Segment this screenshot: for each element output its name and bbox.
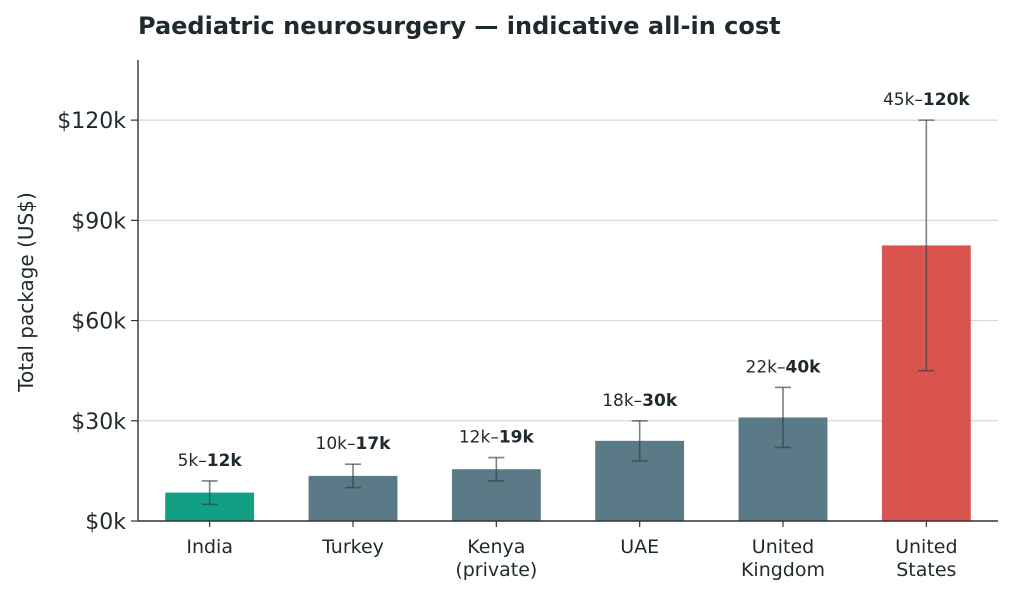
y-tick-label: $0k [85,510,126,535]
data-labels: 5k–12k 10k–17k 12k–19k 18k–30k 22k–40k 45k–12… [178,90,971,471]
range-label: 5k–12k [178,451,243,471]
error-bars [201,119,935,506]
y-tick-label: $90k [71,209,126,234]
x-tick-label: Turkey [321,536,384,558]
y-tick-label: $60k [71,310,126,335]
range-label: 45k–120k [883,90,970,110]
bars [165,245,971,522]
y-tick-label: $30k [71,410,126,435]
x-tick-label: UAE [620,536,659,558]
x-tick-label: India [186,536,233,558]
grid [138,119,998,422]
range-label: 12k–19k [459,428,535,448]
y-axis-label: Total package (US$) [14,192,38,393]
range-label: 22k–40k [746,357,822,377]
x-tick-label: United States [895,536,957,581]
axes [137,60,998,522]
x-ticks: India Turkey Kenya (private) UAE United Kingdo… [186,521,958,581]
y-tick-label: $120k [57,109,126,134]
x-tick-label: Kenya (private) [455,536,537,581]
chart-title: Paediatric neurosurgery — indicative all… [138,12,781,40]
range-label: 18k–30k [602,391,678,411]
x-tick-label: United Kingdom [741,536,825,581]
range-label: 10k–17k [316,434,392,454]
y-ticks: $0k $30k $60k $90k $120k [57,109,138,535]
